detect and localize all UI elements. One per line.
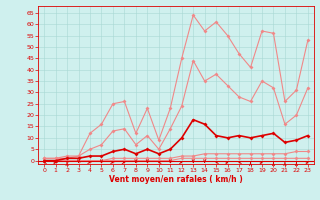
X-axis label: Vent moyen/en rafales ( km/h ): Vent moyen/en rafales ( km/h ) — [109, 175, 243, 184]
